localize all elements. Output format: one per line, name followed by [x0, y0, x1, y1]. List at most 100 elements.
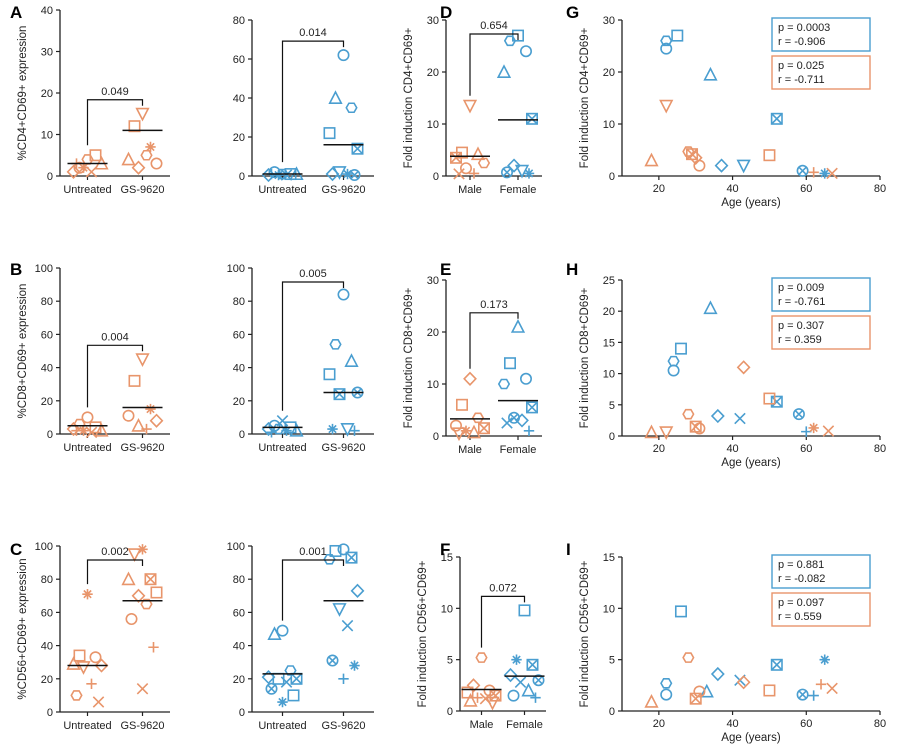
- marker-hexagon: [477, 157, 491, 169]
- x-tick-label: Female: [506, 719, 543, 731]
- x-tick-label: Male: [458, 184, 482, 196]
- y-tick-label: 80: [41, 574, 53, 586]
- marker-plus: [530, 692, 541, 703]
- y-tick-label: 0: [47, 429, 53, 441]
- marker-star: [281, 425, 292, 436]
- panel-C2: 0 20 40 60 80 100 Untreated GS-9620 0.001: [227, 541, 374, 732]
- marker-diamond: [710, 666, 725, 682]
- marker-circle: [519, 372, 532, 385]
- marker-boxx: [449, 151, 462, 164]
- marker-circle: [519, 45, 532, 58]
- marker-boxx: [770, 658, 783, 671]
- marker-triangle: [121, 571, 136, 586]
- marker-circlex: [350, 170, 359, 180]
- y-tick-label: 15: [441, 552, 453, 564]
- marker-tridown: [485, 696, 500, 711]
- marker-star: [808, 422, 819, 434]
- y-tick-label: 30: [427, 275, 439, 287]
- x-tick-label: GS-9620: [120, 184, 164, 196]
- marker-tridown: [127, 548, 142, 563]
- marker-boxx: [290, 673, 303, 685]
- y-tick-label: 0: [47, 707, 53, 719]
- marker-star: [819, 654, 830, 665]
- marker-circle: [150, 157, 163, 170]
- stats-r-value: r = -0.711: [778, 74, 825, 86]
- marker-tridown: [135, 353, 150, 368]
- y-axis-label: Fold induction CD4+CD69+: [579, 27, 591, 168]
- y-tick-label: 20: [427, 67, 439, 79]
- stats-r-value: r = -0.082: [778, 573, 825, 585]
- y-tick-label: 20: [41, 396, 53, 408]
- y-tick-label: 100: [35, 263, 53, 275]
- marker-boxx: [144, 573, 157, 585]
- p-value-label: 0.001: [299, 546, 327, 558]
- y-tick-label: 0: [447, 706, 453, 718]
- y-tick-label: 30: [603, 15, 615, 27]
- stats-p-value: p = 0.881: [778, 559, 824, 571]
- marker-circlex: [796, 688, 809, 701]
- marker-circle: [459, 162, 472, 175]
- y-axis-label: %CD8+CD69+ expression: [17, 284, 29, 419]
- marker-star: [342, 168, 353, 180]
- marker-tridown: [659, 426, 674, 440]
- y-tick-label: 0: [239, 429, 245, 441]
- panel-label: C: [10, 540, 22, 559]
- marker-circle: [693, 159, 706, 172]
- y-tick-label: 100: [35, 541, 53, 553]
- marker-circlex: [794, 409, 804, 419]
- marker-triangle: [703, 66, 718, 81]
- marker-square: [323, 368, 336, 381]
- marker-hexagon: [323, 553, 336, 565]
- y-tick-label: 60: [233, 54, 245, 66]
- marker-diamond: [149, 413, 164, 428]
- marker-circle: [667, 364, 680, 377]
- marker-boxx: [351, 142, 364, 155]
- marker-boxx: [526, 659, 539, 671]
- marker-x: [822, 425, 835, 437]
- x-axis-label: Age (years): [721, 457, 781, 469]
- marker-plus: [148, 642, 159, 653]
- marker-hexagon: [660, 35, 673, 47]
- marker-circle: [81, 411, 94, 424]
- y-tick-label: 5: [447, 655, 453, 667]
- marker-boxx: [689, 692, 702, 705]
- marker-boxx: [345, 551, 358, 564]
- x-tick-label: 60: [800, 183, 812, 195]
- marker-square: [674, 605, 687, 618]
- marker-boxx: [770, 395, 783, 408]
- p-value-label: 0.049: [101, 86, 129, 98]
- panel-I: 0 5 10 15 Fold induction CD56+CD69+ I 20 40 60 80…: [566, 540, 886, 744]
- marker-square: [503, 357, 516, 370]
- x-tick-label: Untreated: [63, 184, 111, 196]
- stats-box: [771, 315, 871, 350]
- y-tick-label: 60: [233, 607, 245, 619]
- marker-tridown: [659, 99, 674, 114]
- marker-circle: [693, 422, 706, 435]
- y-axis-label: %CD56+CD69+ expression: [17, 558, 29, 699]
- marker-x: [280, 169, 293, 181]
- marker-boxx: [477, 422, 490, 435]
- marker-boxx: [345, 551, 358, 564]
- marker-hexagon: [660, 677, 673, 689]
- marker-hexagon: [503, 35, 517, 47]
- x-tick-label: Untreated: [63, 720, 111, 732]
- marker-circlex: [265, 682, 278, 695]
- y-axis-label: Fold induction CD8+CD69+: [579, 287, 591, 428]
- marker-diamond: [66, 421, 81, 437]
- y-tick-label: 100: [227, 541, 245, 553]
- marker-triangle: [466, 424, 482, 439]
- y-tick-label: 60: [41, 329, 53, 341]
- marker-plus: [472, 692, 483, 703]
- y-tick-label: 40: [233, 363, 245, 375]
- x-tick-label: 80: [874, 443, 886, 455]
- marker-boxx: [525, 401, 538, 414]
- stats-p-value: p = 0.0003: [778, 22, 830, 34]
- marker-boxx: [525, 112, 538, 125]
- y-axis-label: Fold induction CD4+CD69+: [403, 27, 415, 168]
- marker-square: [455, 398, 468, 411]
- marker-diamond: [94, 658, 109, 673]
- x-tick-label: 40: [726, 443, 738, 455]
- p-value-label: 0.004: [101, 331, 129, 343]
- marker-triangle: [463, 692, 478, 707]
- y-tick-label: 60: [233, 329, 245, 341]
